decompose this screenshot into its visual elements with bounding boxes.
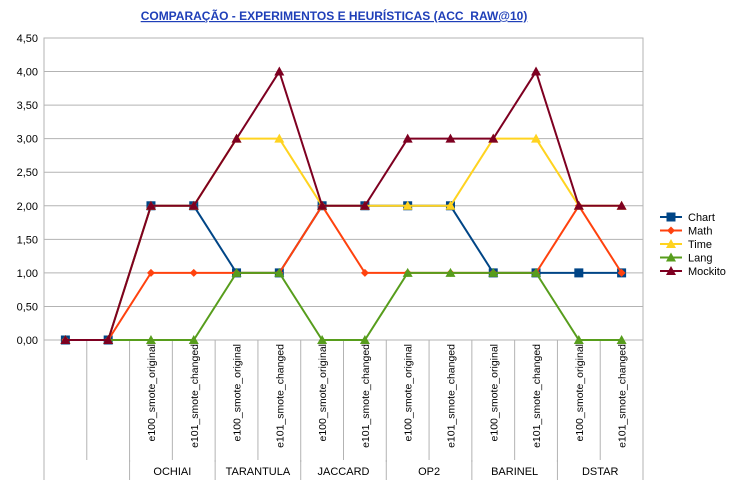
data-point-lang xyxy=(317,335,328,344)
data-point-mockito xyxy=(573,200,584,210)
group-label: JACCARD xyxy=(318,466,370,478)
series-line-mockito xyxy=(65,70,622,341)
x-tick-label: e101_smote_changed xyxy=(189,344,201,448)
data-point-lang xyxy=(188,335,199,344)
x-tick-label: e101_smote_changed xyxy=(274,344,286,448)
grid-lines xyxy=(43,37,644,341)
y-tick-label: 3,50 xyxy=(17,100,38,112)
y-tick-label: 4,00 xyxy=(17,67,38,79)
data-point-mockito xyxy=(402,133,413,143)
legend-marker-math xyxy=(667,226,675,235)
legend-marker-lang xyxy=(666,252,676,262)
x-tick-label: e101_smote_changed xyxy=(360,344,372,448)
legend-marker-mockito xyxy=(666,266,676,275)
x-axis: e100_smote_original e101_smote_changed e10… xyxy=(43,340,644,480)
data-point-mockito xyxy=(60,335,71,344)
legend-label-time: Time xyxy=(688,239,712,251)
x-tick-label: e100_smote_original xyxy=(146,344,158,441)
data-point-lang xyxy=(274,267,285,277)
data-point-time xyxy=(445,200,456,210)
data-point-math xyxy=(146,268,155,277)
data-point-mockito xyxy=(359,200,370,210)
legend-label-mockito: Mockito xyxy=(688,266,726,278)
y-tick-label: 1,50 xyxy=(17,234,38,246)
group-label: BARINEL xyxy=(491,466,538,478)
group-label: OCHIAI xyxy=(153,466,191,478)
plot-frame xyxy=(43,37,644,341)
data-point-chart xyxy=(574,268,584,278)
data-point-lang xyxy=(231,267,242,277)
x-tick-label: e100_smote_original xyxy=(488,344,500,441)
x-tick-label: e101_smote_changed xyxy=(531,344,543,448)
group-label: TARANTULA xyxy=(226,466,291,478)
group-label: DSTAR xyxy=(582,466,619,478)
legend-item-time: Time xyxy=(660,239,712,251)
chart-title: COMPARAÇÃO - EXPERIMENTOS E HEURÍSTICAS … xyxy=(141,8,528,23)
legend-label-lang: Lang xyxy=(688,253,712,265)
x-tick-label: e100_smote_original xyxy=(232,344,244,441)
data-point-time xyxy=(531,133,542,143)
legend-item-mockito: Mockito xyxy=(660,266,726,278)
data-point-time xyxy=(274,133,285,143)
data-point-mockito xyxy=(103,335,114,344)
legend-marker-chart xyxy=(666,212,676,222)
data-point-mockito xyxy=(231,133,242,143)
y-tick-label: 1,00 xyxy=(17,268,38,280)
series-lines xyxy=(60,66,627,345)
data-point-mockito xyxy=(488,133,499,143)
data-point-math xyxy=(617,268,626,277)
y-tick-label: 3,00 xyxy=(17,134,38,146)
y-tick-label: 0,50 xyxy=(17,301,38,313)
x-tick-label: e100_smote_original xyxy=(574,344,586,441)
x-tick-label: e101_smote_changed xyxy=(617,344,629,448)
data-point-time xyxy=(402,200,413,210)
y-tick-label: 4,50 xyxy=(17,33,38,45)
data-point-lang xyxy=(402,267,413,277)
legend-label-chart: Chart xyxy=(688,212,715,224)
data-point-math xyxy=(189,268,198,277)
data-point-mockito xyxy=(188,200,199,210)
x-tick-label: e100_smote_original xyxy=(317,344,329,441)
data-point-lang xyxy=(531,267,542,277)
group-label: OP2 xyxy=(418,466,440,478)
data-point-lang xyxy=(488,267,499,277)
y-tick-label: 2,00 xyxy=(17,201,38,213)
series-mockito xyxy=(60,66,627,344)
data-point-math xyxy=(360,268,369,277)
y-axis-ticks: 0,00 0,50 1,00 1,50 2,00 2,50 3,00 3,50 4,00 4,50 xyxy=(17,33,38,347)
legend-item-math: Math xyxy=(660,226,712,238)
x-tick-label: e101_smote_changed xyxy=(445,344,457,448)
data-point-mockito xyxy=(317,200,328,210)
data-point-lang xyxy=(359,335,370,344)
y-tick-label: 0,00 xyxy=(17,335,38,347)
legend-label-math: Math xyxy=(688,226,712,238)
data-point-lang xyxy=(573,335,584,344)
data-point-mockito xyxy=(616,200,627,210)
y-tick-label: 2,50 xyxy=(17,167,38,179)
data-point-mockito xyxy=(445,133,456,143)
data-point-mockito xyxy=(531,66,542,76)
series-line-lang xyxy=(65,271,622,341)
data-point-mockito xyxy=(274,66,285,76)
data-point-lang xyxy=(616,335,627,344)
legend-item-lang: Lang xyxy=(660,252,712,265)
legend-marker-time xyxy=(666,239,676,248)
x-tick-label: e100_smote_original xyxy=(403,344,415,441)
data-point-lang xyxy=(145,335,156,344)
data-point-lang xyxy=(445,267,456,277)
data-point-mockito xyxy=(145,200,156,210)
legend-item-chart: Chart xyxy=(660,212,715,224)
